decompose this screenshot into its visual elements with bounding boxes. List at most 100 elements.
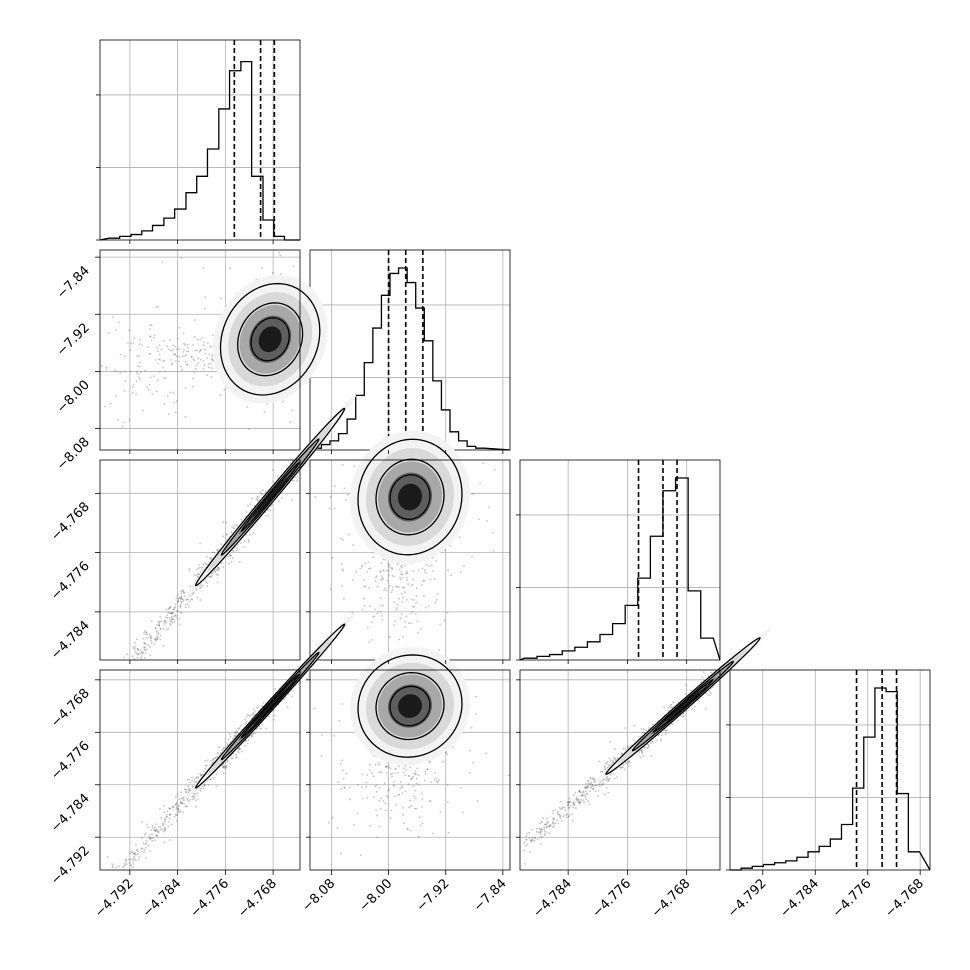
panel-3-2-point [525,839,528,841]
panel-2-0-point [291,499,293,502]
panel-3-1-point [462,811,464,814]
panel-3-0-point [132,860,134,863]
ytick-label-3-3: −4.768 [48,686,93,731]
panel-2-0-point [256,498,259,501]
panel-1-0-point [158,353,161,356]
panel-1-0-point [148,383,151,386]
panel-3-1-point [372,775,375,778]
panel-3-0-point [175,819,178,822]
panel-3-1-point [415,807,418,810]
panel-3-0-point [258,725,261,728]
panel-1-0-point [289,421,292,424]
panel-3-2-point [592,785,594,787]
panel-2-0-point [182,600,185,602]
panel-2-0-point [174,603,177,605]
panel-2-1-point [438,649,441,651]
panel-2-0-point [189,600,191,603]
panel-3-0-point [197,798,200,800]
panel-1-0-point [209,345,211,348]
panel-3-0-point [199,790,202,792]
panel-3-0-point [132,853,135,856]
panel-3-2-point [546,820,549,823]
panel-1-0-point [138,343,141,345]
panel-2-0-point [214,570,217,573]
panel-1-0-contour-1 [237,302,304,377]
panel-3-0-point [184,805,187,808]
panel-2-1-point [368,586,370,589]
panel-2-1-point [400,570,403,573]
panel-1-0-point [201,336,204,339]
panel-3-0-point [212,777,215,779]
panel-2-1-point [364,562,366,565]
panel-3-2-point [710,692,712,695]
panel-1-0-point [292,265,295,268]
panel-2-0-point [228,554,231,557]
panel-3-2-point [581,794,584,797]
panel-3-0-point [168,818,171,820]
panel-2-0-point [150,620,153,623]
panel-2-1-point [399,578,402,581]
panel-3-2-point [670,703,673,706]
panel-2-1-point [395,607,398,609]
panel-3-2-point [607,780,609,782]
panel-2-0-point [144,643,147,645]
panel-3-1-point [356,812,359,815]
panel-3-0-point [169,814,171,816]
panel-2-0-point [143,646,146,649]
panel-3-2-point [590,781,593,784]
panel-2-0-point [156,630,159,632]
panel-2-0-point [174,614,177,617]
panel-3-0-point [125,861,128,864]
panel-3-2-point [552,812,555,815]
panel-3-2-point [529,839,532,842]
panel-2-0-point [158,622,161,624]
panel-2-0-point [154,627,157,630]
panel-2-0-point [180,611,183,614]
panel-3-1-point [476,799,479,802]
panel-3-0-point [166,810,169,813]
panel-2-0-point [202,584,205,587]
panel-3-1-point [428,761,431,764]
panel-1-0-point [278,251,280,254]
panel-3-1-point [397,793,399,796]
panel-2-0-point [199,542,202,545]
panel-2-1-point [399,617,402,620]
panel-2-1-point [404,620,406,623]
panel-2-0-point [165,608,168,611]
panel-3-2-point [584,787,587,790]
panel-2-1-point [368,567,370,570]
panel-2-0-point [232,549,234,552]
panel-1-0-point [149,324,152,327]
panel-1-0-point [159,359,162,361]
xtick-label-2-0: −4.784 [530,876,575,921]
xtick-label-1-3: −7.84 [471,876,510,915]
panel-3-2-point [579,801,582,803]
panel-3-2-point [585,782,587,785]
panel-2-1-point [410,584,413,587]
panel-2-1-point [363,604,366,607]
panel-3-2-point [589,783,592,785]
panel-2-0-point [186,602,189,605]
panel-3-0-point [182,796,185,799]
panel-2-0-point [196,568,199,571]
panel-3-0-point [133,852,135,855]
panel-1-0-point [187,350,190,353]
panel-2-1-point [424,572,427,574]
panel-3-2-point [677,719,680,722]
panel-1-0-point [186,346,189,349]
panel-3-0-point [180,802,183,804]
panel-2-0-point [183,595,186,597]
panel-3-0-point [272,718,275,721]
panel-3-2-point [682,715,685,718]
panel-3-0-contour-1 [220,651,320,761]
panel-1-0-point [149,335,152,338]
panel-3-2-point [593,778,596,781]
panel-3-0-point [159,828,162,830]
panel-3-0-point [125,859,128,861]
panel-3-2-point [585,798,587,801]
panel-3-2-point [583,801,585,804]
panel-3-2-point [624,727,626,729]
panel-3-1-point [388,766,391,769]
panel-3-2-point [545,826,548,829]
panel-2-1-point [404,572,407,575]
